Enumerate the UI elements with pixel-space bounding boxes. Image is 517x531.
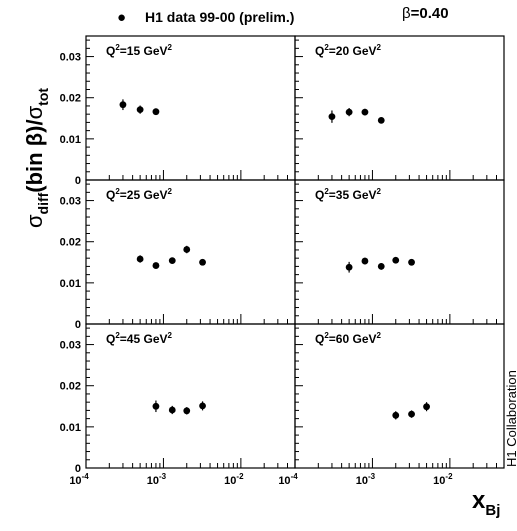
x-tick-label: 10-4 <box>69 472 89 487</box>
x-title-sub: Bj <box>485 502 500 519</box>
data-point <box>199 258 206 266</box>
data-point <box>168 257 176 265</box>
panel-q2-15: 0 0.01 0.02 0.03 Q2=15 GeV2 <box>60 35 296 187</box>
data-point <box>361 257 369 265</box>
beta-label: β=0.40 <box>402 5 449 22</box>
x-tick-label: 10-3 <box>356 472 376 487</box>
data-point <box>408 410 415 418</box>
y-tick-label: 0.01 <box>60 278 81 290</box>
panel-q2-45: 0 0.01 0.02 0.03 10-4 10-3 10-2 Q2=45 GeV2 <box>60 323 296 487</box>
data-point <box>423 403 430 411</box>
panel-frame <box>294 323 505 469</box>
y-tick-label: 0.01 <box>60 134 81 146</box>
panel-q2-60: 10-4 10-3 10-2 Q2=60 GeV2 <box>278 323 505 487</box>
x-axis-title: xBj <box>472 487 500 519</box>
beta-value: =0.40 <box>411 5 449 22</box>
y-title-sub1: diff <box>35 192 51 214</box>
side-collaboration-label: H1 Collaboration <box>504 370 517 467</box>
panel-q2-25: 0 0.01 0.02 0.03 Q2=25 GeV2 <box>60 179 296 331</box>
data-point <box>168 406 176 414</box>
data-point <box>392 256 400 264</box>
panel-label-q2-25: Q2=25 GeV2 <box>106 187 173 202</box>
x-tick-label: 10-2 <box>433 472 453 487</box>
panel-label-q2-35: Q2=35 GeV2 <box>315 187 382 202</box>
beta-symbol: β <box>402 5 411 22</box>
data-point <box>119 101 127 109</box>
y-axis-title: σdiff(bin β)/σtot <box>22 88 51 228</box>
panel-frame <box>85 323 296 469</box>
panels-grid: 0 0.01 0.02 0.03 Q2=15 GeV2 Q2=20 GeV2 0 0.01 0.… <box>60 35 505 487</box>
panel-label-q2-15: Q2=15 GeV2 <box>106 43 173 58</box>
data-point <box>345 263 353 271</box>
data-point <box>328 113 336 121</box>
y-tick-label: 0 <box>75 175 81 187</box>
data-point <box>183 246 191 253</box>
legend: ● H1 data 99-00 (prelim.) <box>117 9 294 26</box>
panel-label-q2-60: Q2=60 GeV2 <box>315 331 382 346</box>
y-tick-label: 0.02 <box>60 381 81 393</box>
y-tick-label: 0.03 <box>60 52 81 64</box>
data-point <box>408 258 415 266</box>
data-point <box>152 402 160 410</box>
y-tick-label: 0 <box>75 463 81 475</box>
panel-q2-20: Q2=20 GeV2 <box>294 35 505 181</box>
data-point <box>152 108 160 116</box>
data-point <box>377 263 385 270</box>
data-point <box>136 106 144 114</box>
panel-label-q2-20: Q2=20 GeV2 <box>315 43 382 58</box>
svg-text:σdiff(bin β)/σtot: σdiff(bin β)/σtot <box>22 88 51 228</box>
data-point <box>199 402 206 410</box>
panel-frame <box>294 179 505 325</box>
y-tick-label: 0.02 <box>60 237 81 249</box>
y-tick-label: 0.03 <box>60 196 81 208</box>
panel-frame <box>85 179 296 325</box>
x-tick-label: 10-2 <box>224 472 244 487</box>
side-label-text: H1 Collaboration <box>504 370 517 467</box>
data-point <box>345 108 353 116</box>
data-point <box>361 108 369 116</box>
x-tick-label: 10-4 <box>278 472 298 487</box>
data-point <box>392 411 400 419</box>
panel-label-q2-45: Q2=45 GeV2 <box>106 331 173 346</box>
svg-text:xBj: xBj <box>472 487 500 519</box>
data-point <box>183 407 191 415</box>
x-title-main: x <box>472 487 486 514</box>
y-tick-label: 0.02 <box>60 93 81 105</box>
x-tick-label: 10-3 <box>147 472 167 487</box>
y-title-sigma2: σ <box>22 105 47 119</box>
y-title-middle: (bin β)/ <box>22 119 47 192</box>
data-point <box>377 116 385 124</box>
y-title-sigma1: σ <box>22 214 47 228</box>
data-point <box>152 262 160 269</box>
panel-frame <box>85 35 296 181</box>
panel-frame <box>294 35 505 181</box>
y-tick-label: 0.01 <box>60 422 81 434</box>
legend-label: H1 data 99-00 (prelim.) <box>145 9 294 25</box>
y-tick-label: 0.03 <box>60 340 81 352</box>
y-title-sub2: tot <box>35 88 51 106</box>
y-tick-label: 0 <box>75 319 81 331</box>
panel-q2-35: Q2=35 GeV2 <box>294 179 505 325</box>
svg-text:β=0.40: β=0.40 <box>402 5 449 22</box>
data-point <box>136 255 144 263</box>
legend-marker: ● <box>117 9 126 26</box>
